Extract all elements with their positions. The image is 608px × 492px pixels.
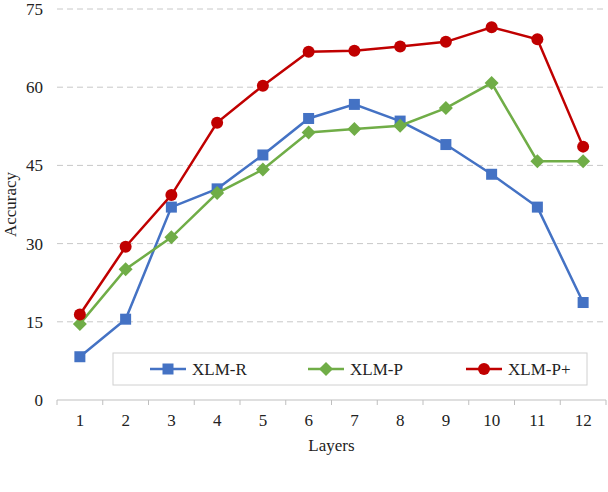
point	[74, 309, 86, 321]
x-tick-label: 7	[350, 411, 359, 430]
point	[210, 186, 224, 200]
x-tick	[102, 400, 103, 405]
point	[394, 41, 406, 53]
chart: 01530456075123456789101112LayersAccuracy…	[0, 0, 608, 492]
point	[120, 314, 131, 325]
grid-line	[57, 87, 606, 88]
grid-line	[57, 9, 606, 10]
point	[349, 99, 360, 110]
grid-line	[57, 243, 606, 244]
point	[440, 36, 452, 48]
x-tick-label: 10	[483, 411, 500, 430]
point	[120, 241, 132, 253]
y-tick-label: 75	[26, 0, 43, 19]
point	[530, 154, 544, 168]
x-tick-label: 12	[575, 411, 592, 430]
point	[577, 141, 589, 153]
x-tick	[606, 400, 607, 405]
point	[165, 189, 177, 201]
point	[348, 45, 360, 57]
x-tick	[285, 400, 286, 405]
point	[440, 139, 451, 150]
x-tick-label: 4	[213, 411, 222, 430]
y-tick-label: 30	[26, 235, 43, 254]
x-tick	[468, 400, 469, 405]
x-tick	[57, 400, 58, 405]
point	[302, 126, 316, 140]
point	[303, 113, 314, 124]
point	[74, 351, 85, 362]
point	[532, 202, 543, 213]
grid-line	[57, 321, 606, 322]
x-tick-label: 9	[442, 411, 451, 430]
point	[393, 119, 407, 133]
point	[485, 76, 499, 90]
series	[73, 76, 590, 331]
legend-label: XLM-P	[350, 360, 403, 379]
legend-label: XLM-R	[192, 360, 247, 379]
series-line	[80, 104, 583, 356]
point	[578, 297, 589, 308]
point	[303, 46, 315, 58]
point	[164, 230, 178, 244]
point	[486, 169, 497, 180]
point	[256, 163, 270, 177]
x-tick	[194, 400, 195, 405]
x-tick	[514, 400, 515, 405]
y-axis-label: Accuracy	[1, 171, 20, 237]
point	[439, 101, 453, 115]
x-axis-label: Layers	[308, 436, 354, 455]
y-tick-label: 0	[35, 391, 44, 410]
grid-line	[57, 165, 606, 166]
legend-marker	[163, 364, 174, 375]
y-tick-label: 15	[26, 313, 43, 332]
point	[257, 80, 269, 92]
x-tick-label: 6	[304, 411, 313, 430]
point	[347, 122, 361, 136]
x-tick	[331, 400, 332, 405]
series	[74, 21, 589, 320]
x-tick	[377, 400, 378, 405]
x-tick-label: 8	[396, 411, 405, 430]
legend: XLM-R XLM-P XLM-P+	[113, 353, 587, 385]
legend-box	[113, 353, 587, 385]
legend-label: XLM-P+	[508, 360, 570, 379]
x-tick-label: 3	[167, 411, 176, 430]
x-tick	[560, 400, 561, 405]
x-tick	[423, 400, 424, 405]
x-tick-label: 1	[76, 411, 85, 430]
legend-marker	[478, 363, 490, 375]
point	[531, 33, 543, 45]
legend-marker	[319, 362, 333, 376]
x-tick-label: 5	[259, 411, 268, 430]
x-tick	[240, 400, 241, 405]
x-tick	[148, 400, 149, 405]
point	[166, 202, 177, 213]
x-tick-label: 2	[121, 411, 130, 430]
point	[486, 21, 498, 33]
point	[119, 262, 133, 276]
y-tick-label: 45	[26, 156, 43, 175]
x-tick-label: 11	[529, 411, 545, 430]
point	[576, 154, 590, 168]
series-line	[80, 27, 583, 314]
point	[257, 149, 268, 160]
y-tick-label: 60	[26, 78, 43, 97]
series	[74, 99, 588, 362]
plot-area	[73, 21, 590, 362]
point	[211, 117, 223, 129]
series-line	[80, 83, 583, 324]
